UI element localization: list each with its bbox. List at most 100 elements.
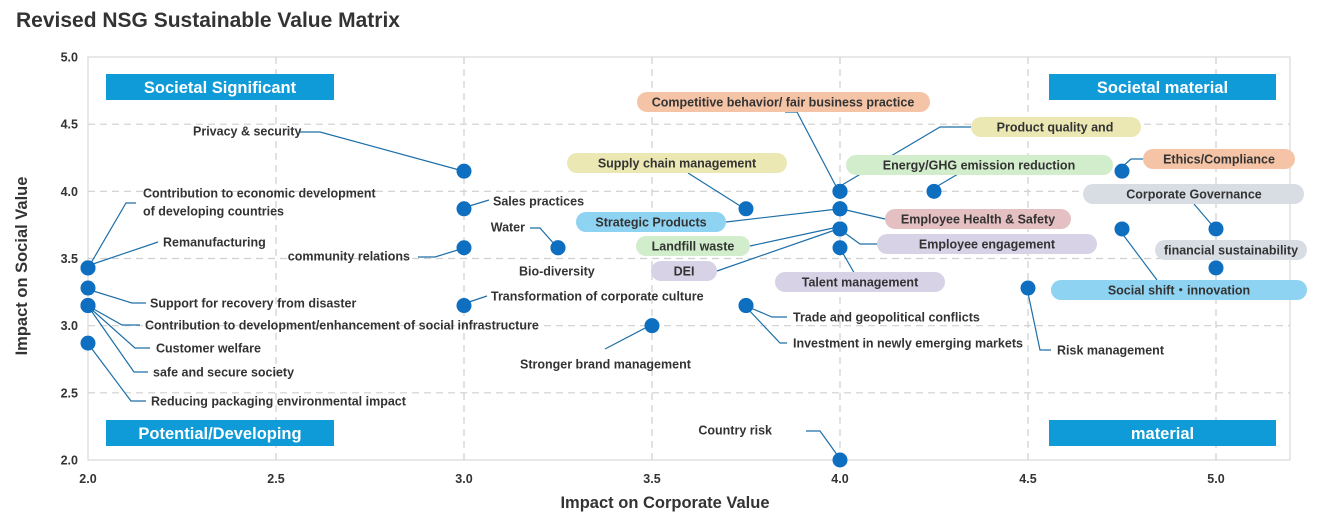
data-point[interactable] <box>1208 260 1224 276</box>
data-point[interactable] <box>1114 221 1130 237</box>
y-tick-label: 2.0 <box>61 454 78 468</box>
y-tick-label: 3.0 <box>61 319 78 333</box>
data-point[interactable] <box>80 335 96 351</box>
x-tick-label: 4.5 <box>1019 472 1036 486</box>
y-tick-label: 4.5 <box>61 118 78 132</box>
point-label: Social shift・innovation <box>1108 284 1250 298</box>
point-label: Trade and geopolitical conflicts <box>793 311 980 325</box>
point-label: Transformation of corporate culture <box>491 290 704 304</box>
point-label: Water <box>491 221 525 235</box>
data-point[interactable] <box>80 280 96 296</box>
label-tag <box>885 209 1071 229</box>
point-label: Employee Health & Safety <box>901 213 1055 227</box>
data-point[interactable] <box>80 298 96 314</box>
point-label: DEI <box>674 265 695 279</box>
data-point[interactable] <box>80 260 96 276</box>
point-label: safe and secure society <box>153 366 294 380</box>
point-label: community relations <box>288 250 410 264</box>
label-tag <box>637 92 930 112</box>
leader-line <box>89 308 148 373</box>
quadrant-label: Societal material <box>1097 79 1228 97</box>
data-point[interactable] <box>1020 280 1036 296</box>
data-point[interactable] <box>456 298 472 314</box>
y-tick-label: 5.0 <box>61 51 78 65</box>
y-tick-label: 4.0 <box>61 185 78 199</box>
point-label: Bio-diversity <box>519 265 595 279</box>
x-tick-label: 4.0 <box>831 472 848 486</box>
data-point[interactable] <box>1208 221 1224 237</box>
leader-line <box>300 131 464 172</box>
leader-line <box>725 208 839 223</box>
point-label: Reducing packaging environmental impact <box>151 395 407 409</box>
x-tick-label: 5.0 <box>1207 472 1224 486</box>
leader-line <box>841 208 886 220</box>
point-label: Energy/GHG emission reduction <box>883 159 1075 173</box>
label-tag <box>775 272 945 292</box>
quadrant-box <box>106 74 334 100</box>
quadrant-box <box>106 420 334 446</box>
data-point[interactable] <box>644 318 660 334</box>
leader-line <box>749 226 839 247</box>
data-point[interactable] <box>832 240 848 256</box>
point-label: Supply chain management <box>598 157 757 171</box>
point-label: Investment in newly emerging markets <box>793 337 1023 351</box>
leader-line <box>1193 203 1213 226</box>
point-label: Landfill waste <box>652 240 735 254</box>
x-tick-label: 3.5 <box>643 472 660 486</box>
data-point[interactable] <box>738 298 754 314</box>
data-point[interactable] <box>832 201 848 217</box>
data-point[interactable] <box>738 201 754 217</box>
x-tick-label: 2.5 <box>267 472 284 486</box>
data-point[interactable] <box>832 452 848 468</box>
point-label: Stronger brand management <box>520 358 692 372</box>
point-label: Privacy & security <box>193 125 301 139</box>
data-point[interactable] <box>926 183 942 199</box>
data-point[interactable] <box>832 183 848 199</box>
point-label: financial sustainability <box>1164 244 1298 258</box>
label-tag <box>576 212 726 232</box>
leader-line <box>89 306 140 326</box>
quadrant-label: Societal Significant <box>144 79 297 97</box>
point-label: Corporate Governance <box>1126 188 1262 202</box>
label-tag <box>1051 280 1307 300</box>
leader-line <box>604 325 650 350</box>
data-point[interactable] <box>456 201 472 217</box>
quadrant-label: Potential/Developing <box>138 425 301 443</box>
leader-line <box>90 202 136 264</box>
y-tick-label: 3.5 <box>61 252 78 266</box>
data-point[interactable] <box>550 240 566 256</box>
data-point[interactable] <box>832 221 848 237</box>
label-tag <box>1143 149 1295 169</box>
point-label: Customer welfare <box>156 342 261 356</box>
data-point[interactable] <box>1114 163 1130 179</box>
point-label: Remanufacturing <box>163 236 266 250</box>
data-point[interactable] <box>456 163 472 179</box>
leader-line <box>806 430 839 457</box>
quadrant-box <box>1049 420 1276 446</box>
data-point[interactable] <box>456 240 472 256</box>
leader-line <box>89 241 159 266</box>
y-tick-label: 2.5 <box>61 386 78 400</box>
quadrant-label: material <box>1131 425 1194 443</box>
point-label: Contribution to economic development <box>143 187 376 201</box>
point-label: Strategic Products <box>595 216 706 230</box>
point-label: Support for recovery from disaster <box>150 297 356 311</box>
point-label: Sales practices <box>493 195 584 209</box>
leader-line <box>1120 231 1158 281</box>
leader-line <box>716 228 839 272</box>
label-tag <box>567 153 787 173</box>
label-tag <box>636 236 750 256</box>
label-tag <box>1155 240 1307 260</box>
quadrant-box <box>1049 74 1276 100</box>
label-tag <box>651 261 717 281</box>
point-label: Risk management <box>1057 344 1165 358</box>
leader-line <box>89 307 150 349</box>
point-label: Contribution to development/enhancement … <box>145 319 539 333</box>
leader-line <box>89 289 146 304</box>
point-label: Country risk <box>698 424 772 438</box>
point-label: of developing countries <box>143 205 284 219</box>
point-label: Employee engagement <box>919 238 1056 252</box>
leader-line <box>530 227 556 246</box>
